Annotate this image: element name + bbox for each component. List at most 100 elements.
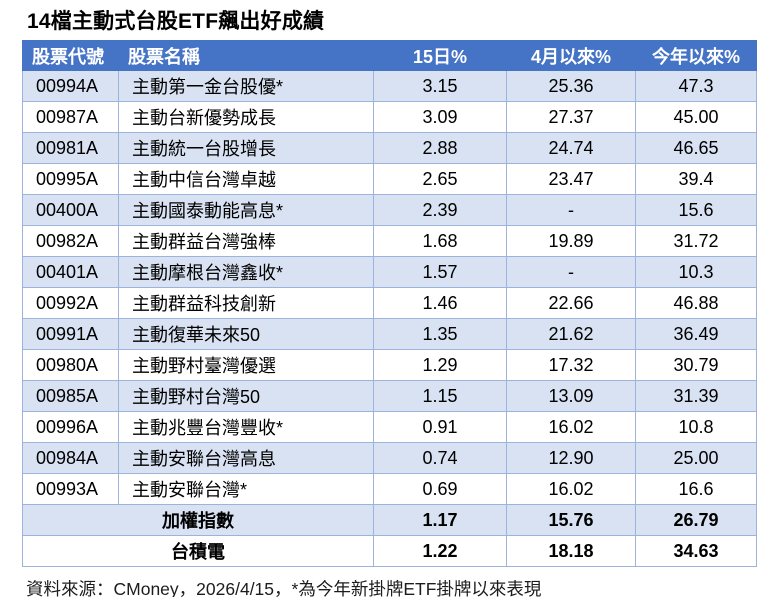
summary-since-april-pct: 15.76 <box>506 504 636 536</box>
table-row: 00993A 主動安聯台灣* 0.69 16.02 16.6 <box>22 473 757 505</box>
pct-since-april-cell: 22.66 <box>506 287 636 319</box>
pct-15d-cell: 0.74 <box>373 442 507 474</box>
pct-ytd-cell: 36.49 <box>635 318 757 350</box>
stock-code-cell: 00995A <box>22 163 119 195</box>
stock-code-cell: 00400A <box>22 194 119 226</box>
table-row: 00401A 主動摩根台灣鑫收* 1.57 - 10.3 <box>22 256 757 288</box>
table-row: 00980A 主動野村臺灣優選 1.29 17.32 30.79 <box>22 349 757 381</box>
pct-since-april-cell: 21.62 <box>506 318 636 350</box>
pct-15d-cell: 1.68 <box>373 225 507 257</box>
summary-since-april-pct: 18.18 <box>506 535 636 567</box>
stock-name-cell: 主動統一台股增長 <box>118 132 374 164</box>
summary-label: 台積電 <box>22 535 374 567</box>
header-15d-pct: 15日% <box>373 40 507 71</box>
stock-code-cell: 00994A <box>22 70 119 102</box>
stock-code-cell: 00980A <box>22 349 119 381</box>
header-row: 股票代號 股票名稱 15日% 4月以來% 今年以來% <box>22 40 757 71</box>
pct-15d-cell: 1.15 <box>373 380 507 412</box>
stock-code-cell: 00987A <box>22 101 119 133</box>
pct-15d-cell: 0.91 <box>373 411 507 443</box>
pct-since-april-cell: 27.37 <box>506 101 636 133</box>
stock-code-cell: 00993A <box>22 473 119 505</box>
pct-15d-cell: 1.46 <box>373 287 507 319</box>
stock-name-cell: 主動群益科技創新 <box>118 287 374 319</box>
table-row: 00982A 主動群益台灣強棒 1.68 19.89 31.72 <box>22 225 757 257</box>
pct-since-april-cell: - <box>506 194 636 226</box>
pct-ytd-cell: 47.3 <box>635 70 757 102</box>
summary-15d-pct: 1.17 <box>373 504 507 536</box>
pct-since-april-cell: 23.47 <box>506 163 636 195</box>
pct-ytd-cell: 10.8 <box>635 411 757 443</box>
stock-code-cell: 00996A <box>22 411 119 443</box>
stock-name-cell: 主動摩根台灣鑫收* <box>118 256 374 288</box>
pct-15d-cell: 3.15 <box>373 70 507 102</box>
stock-name-cell: 主動國泰動能高息* <box>118 194 374 226</box>
pct-15d-cell: 2.39 <box>373 194 507 226</box>
table-header: 股票代號 股票名稱 15日% 4月以來% 今年以來% <box>22 40 757 71</box>
pct-since-april-cell: 12.90 <box>506 442 636 474</box>
stock-name-cell: 主動第一金台股優* <box>118 70 374 102</box>
pct-ytd-cell: 46.65 <box>635 132 757 164</box>
summary-label: 加權指數 <box>22 504 374 536</box>
pct-since-april-cell: 16.02 <box>506 411 636 443</box>
source-note: 資料來源：CMoney，2026/4/15，*為今年新掛牌ETF掛牌以來表現 <box>26 579 542 597</box>
table-row: 00991A 主動復華未來50 1.35 21.62 36.49 <box>22 318 757 350</box>
stock-name-cell: 主動復華未來50 <box>118 318 374 350</box>
summary-ytd-pct: 34.63 <box>635 535 757 567</box>
pct-ytd-cell: 45.00 <box>635 101 757 133</box>
stock-name-cell: 主動野村臺灣優選 <box>118 349 374 381</box>
table-row: 00984A 主動安聯台灣高息 0.74 12.90 25.00 <box>22 442 757 474</box>
header-stock-code: 股票代號 <box>22 40 119 71</box>
pct-since-april-cell: 25.36 <box>506 70 636 102</box>
pct-15d-cell: 1.29 <box>373 349 507 381</box>
stock-name-cell: 主動群益台灣強棒 <box>118 225 374 257</box>
header-ytd-pct: 今年以來% <box>635 40 757 71</box>
table-row: 00987A 主動台新優勢成長 3.09 27.37 45.00 <box>22 101 757 133</box>
pct-15d-cell: 2.88 <box>373 132 507 164</box>
pct-since-april-cell: 19.89 <box>506 225 636 257</box>
stock-code-cell: 00992A <box>22 287 119 319</box>
pct-15d-cell: 0.69 <box>373 473 507 505</box>
stock-name-cell: 主動台新優勢成長 <box>118 101 374 133</box>
pct-since-april-cell: 13.09 <box>506 380 636 412</box>
etf-performance-table: 股票代號 股票名稱 15日% 4月以來% 今年以來% 00994A 主動第一金台… <box>22 40 757 567</box>
page-title: 14檔主動式台股ETF飆出好成績 <box>27 10 325 33</box>
summary-15d-pct: 1.22 <box>373 535 507 567</box>
pct-15d-cell: 2.65 <box>373 163 507 195</box>
table-row: 00995A 主動中信台灣卓越 2.65 23.47 39.4 <box>22 163 757 195</box>
pct-15d-cell: 3.09 <box>373 101 507 133</box>
table-row: 00992A 主動群益科技創新 1.46 22.66 46.88 <box>22 287 757 319</box>
pct-since-april-cell: 16.02 <box>506 473 636 505</box>
table-row: 00981A 主動統一台股增長 2.88 24.74 46.65 <box>22 132 757 164</box>
summary-ytd-pct: 26.79 <box>635 504 757 536</box>
pct-15d-cell: 1.57 <box>373 256 507 288</box>
pct-ytd-cell: 39.4 <box>635 163 757 195</box>
pct-since-april-cell: - <box>506 256 636 288</box>
stock-code-cell: 00991A <box>22 318 119 350</box>
pct-ytd-cell: 15.6 <box>635 194 757 226</box>
summary-row-tsmc: 台積電 1.22 18.18 34.63 <box>22 535 757 567</box>
pct-since-april-cell: 24.74 <box>506 132 636 164</box>
stock-name-cell: 主動中信台灣卓越 <box>118 163 374 195</box>
pct-ytd-cell: 25.00 <box>635 442 757 474</box>
stock-code-cell: 00981A <box>22 132 119 164</box>
pct-since-april-cell: 17.32 <box>506 349 636 381</box>
stock-code-cell: 00401A <box>22 256 119 288</box>
stock-code-cell: 00984A <box>22 442 119 474</box>
stock-name-cell: 主動野村台灣50 <box>118 380 374 412</box>
table-row: 00400A 主動國泰動能高息* 2.39 - 15.6 <box>22 194 757 226</box>
stock-code-cell: 00982A <box>22 225 119 257</box>
table-row: 00985A 主動野村台灣50 1.15 13.09 31.39 <box>22 380 757 412</box>
pct-15d-cell: 1.35 <box>373 318 507 350</box>
table-summary: 加權指數 1.17 15.76 26.79 台積電 1.22 18.18 34.… <box>22 504 757 567</box>
table-body: 00994A 主動第一金台股優* 3.15 25.36 47.3 00987A … <box>22 70 757 505</box>
stock-name-cell: 主動兆豐台灣豐收* <box>118 411 374 443</box>
pct-ytd-cell: 31.39 <box>635 380 757 412</box>
summary-row-index: 加權指數 1.17 15.76 26.79 <box>22 504 757 536</box>
stock-code-cell: 00985A <box>22 380 119 412</box>
pct-ytd-cell: 16.6 <box>635 473 757 505</box>
pct-ytd-cell: 31.72 <box>635 225 757 257</box>
pct-ytd-cell: 10.3 <box>635 256 757 288</box>
table-row: 00996A 主動兆豐台灣豐收* 0.91 16.02 10.8 <box>22 411 757 443</box>
stock-name-cell: 主動安聯台灣高息 <box>118 442 374 474</box>
